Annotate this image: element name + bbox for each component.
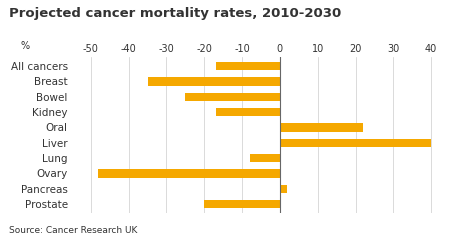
Bar	[215, 62, 279, 70]
Bar	[249, 154, 279, 162]
Bar	[185, 92, 279, 101]
Text: Source: Cancer Research UK: Source: Cancer Research UK	[9, 226, 138, 235]
Bar	[279, 139, 430, 147]
Bar	[279, 123, 363, 132]
Bar	[147, 77, 279, 86]
Text: %: %	[21, 41, 30, 51]
Bar	[215, 108, 279, 116]
Bar	[279, 185, 287, 193]
Bar	[98, 169, 279, 178]
Text: Projected cancer mortality rates, 2010-2030: Projected cancer mortality rates, 2010-2…	[9, 7, 341, 20]
Bar	[204, 200, 279, 208]
